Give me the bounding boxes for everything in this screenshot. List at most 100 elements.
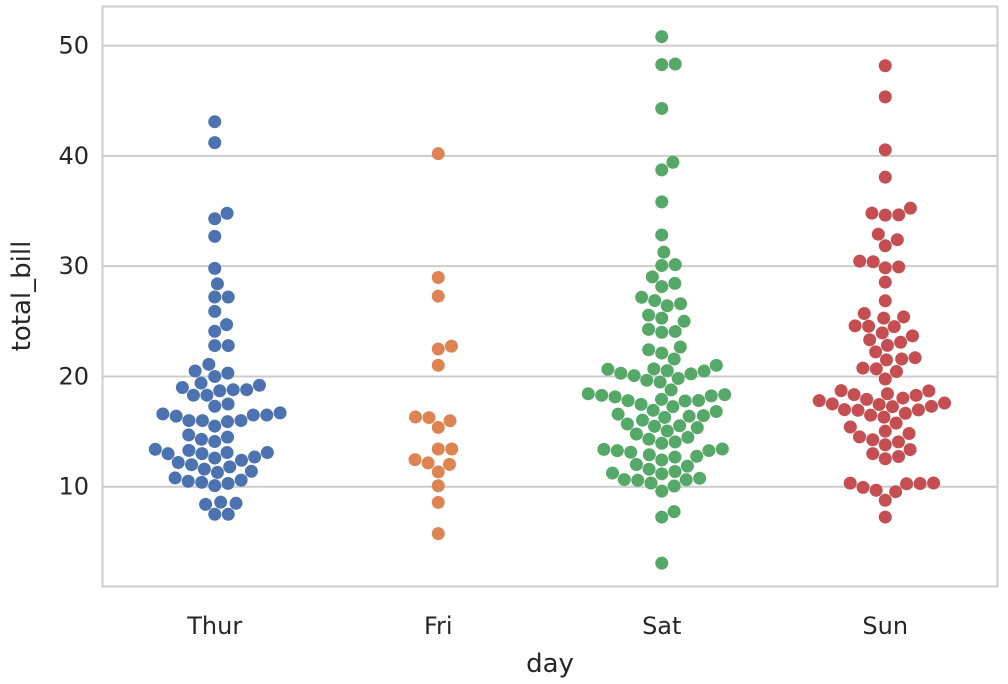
point-sat — [655, 195, 669, 209]
point-sun — [878, 424, 892, 438]
point-sat — [657, 245, 671, 259]
point-sat — [655, 453, 669, 467]
point-fri — [431, 147, 445, 161]
point-sun — [843, 420, 857, 434]
point-sun — [857, 306, 871, 320]
point-thur — [248, 450, 262, 464]
point-thur — [210, 277, 224, 291]
point-thur — [208, 229, 222, 243]
point-sat — [667, 505, 681, 519]
point-sat — [667, 352, 681, 366]
point-sun — [903, 443, 917, 457]
point-sat — [674, 297, 688, 311]
point-sun — [878, 452, 892, 466]
point-sun — [878, 239, 892, 253]
point-fri — [431, 479, 445, 493]
point-sat — [642, 462, 656, 476]
point-sat — [621, 394, 635, 408]
point-sat — [636, 413, 650, 427]
point-sun — [889, 364, 903, 378]
point-sat — [668, 57, 682, 71]
point-sun — [885, 400, 899, 414]
point-sat — [611, 407, 625, 421]
point-sat — [595, 388, 609, 402]
point-sat — [655, 556, 669, 570]
point-sat — [634, 397, 648, 411]
point-sun — [909, 388, 923, 402]
point-sun — [938, 396, 952, 410]
point-sat — [668, 276, 682, 290]
point-sat — [653, 375, 667, 389]
point-sun — [878, 170, 892, 184]
point-sat — [666, 155, 680, 169]
point-thur — [221, 476, 235, 490]
point-thur — [240, 383, 254, 397]
point-sun — [847, 388, 861, 402]
point-sun — [878, 275, 892, 289]
y-tick-label: 40 — [58, 142, 89, 170]
point-thur — [175, 380, 189, 394]
point-sun — [922, 384, 936, 398]
point-sat — [702, 444, 716, 458]
point-sun — [878, 143, 892, 157]
y-tick-label: 20 — [58, 362, 89, 390]
point-sat — [601, 362, 615, 376]
point-thur — [208, 507, 222, 521]
point-sun — [878, 208, 892, 222]
point-sat — [690, 421, 704, 435]
point-sat — [655, 311, 669, 325]
point-sun — [878, 261, 892, 275]
point-sun — [902, 426, 916, 440]
point-thur — [208, 115, 222, 129]
point-sun — [872, 397, 886, 411]
point-sat — [645, 270, 659, 284]
point-sun — [878, 90, 892, 104]
point-thur — [213, 384, 227, 398]
point-thur — [186, 388, 200, 402]
point-sun — [812, 394, 826, 408]
point-sat — [635, 290, 649, 304]
point-sun — [880, 387, 894, 401]
point-sat — [642, 432, 656, 446]
point-sun — [853, 430, 866, 444]
point-thur — [234, 414, 248, 428]
point-thur — [244, 464, 258, 478]
point-thur — [208, 339, 222, 353]
point-sun — [924, 399, 938, 413]
point-sat — [629, 427, 643, 441]
point-sat — [655, 30, 669, 44]
point-sat — [655, 325, 669, 339]
point-thur — [260, 446, 274, 460]
point-sat — [681, 430, 695, 444]
point-fri — [445, 442, 459, 456]
point-sun — [877, 410, 891, 424]
point-thur — [195, 414, 209, 428]
point-sat — [693, 471, 707, 485]
point-sat — [610, 444, 624, 458]
point-sun — [878, 59, 892, 73]
point-sun — [900, 477, 914, 491]
point-sat — [666, 400, 680, 414]
point-sun — [851, 403, 865, 417]
point-thur — [182, 428, 196, 442]
point-sat — [644, 476, 658, 490]
point-sat — [715, 442, 729, 456]
point-thur — [214, 495, 228, 509]
point-fri — [444, 339, 458, 353]
point-thur — [208, 290, 222, 304]
x-tick-label-thur: Thur — [186, 612, 242, 640]
point-sat — [684, 367, 698, 381]
point-sun — [834, 384, 848, 398]
point-thur — [208, 304, 222, 318]
point-sun — [895, 352, 909, 366]
point-sun — [903, 201, 917, 215]
point-sat — [655, 510, 669, 524]
point-sun — [905, 329, 919, 343]
point-sun — [880, 338, 894, 352]
point-sun — [865, 206, 879, 220]
point-sat — [718, 388, 732, 402]
point-sat — [668, 450, 682, 464]
point-sat — [667, 479, 681, 493]
point-thur — [252, 378, 266, 392]
point-sun — [869, 345, 883, 359]
